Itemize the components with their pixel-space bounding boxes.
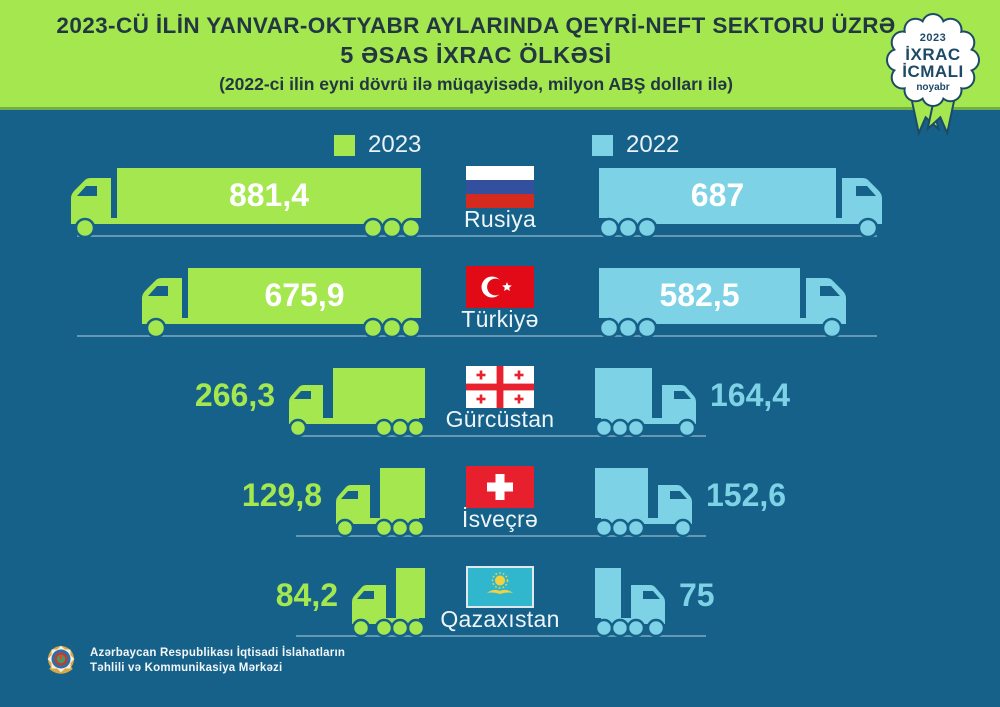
country-label: Türkiyə [461,306,539,332]
footer: Azərbaycan Respublikası İqtisadi İslahat… [42,642,345,680]
legend-label-2022: 2022 [626,131,680,158]
svg-text:675,9: 675,9 [264,277,344,313]
country-label: Gürcüstan [445,406,555,432]
road-line [77,335,877,337]
value-2023: 129,8 [241,477,322,513]
svg-text:881,4: 881,4 [229,177,309,213]
badge-line2: İCMALI [902,62,964,81]
legend-label-2023: 2023 [368,131,422,158]
truck-2022-icon [594,540,669,645]
truck-2023-icon: 675,9 [136,240,425,345]
svg-text:687: 687 [691,177,744,213]
badge-year: 2023 [919,32,947,44]
country-flag-icon-tr [466,266,534,308]
legend-swatch-2023 [334,134,355,156]
truck-2023-icon [332,440,426,545]
export-row-tr: 675,9 582,5 Türkiyə [0,240,1000,340]
road-line [296,635,706,637]
road-line [296,535,706,537]
country-flag-icon-ru [466,166,534,208]
truck-2022-icon [594,340,700,445]
country-flag-icon-ge [466,366,534,408]
badge-month: noyabr [916,82,950,93]
award-badge: 2023 İXRAC İCMALI noyabr [882,6,984,152]
export-row-ge: 266,3 164,4 Gürcüstan [0,340,1000,440]
truck-2022-icon: 687 [595,140,888,245]
value-2023: 84,2 [275,577,338,613]
country-label: Rusiya [463,206,537,232]
legend-swatch-2022 [592,134,613,156]
export-row-ru: 881,4 687 Rusiya [0,140,1000,240]
title-line-1: 2023-CÜ İLİN YANVAR-OKTYABR AYLARINDA QE… [56,13,896,38]
svg-text:582,5: 582,5 [659,277,739,313]
title-line-2: 5 ƏSAS İXRAC ÖLKƏSİ [340,42,612,68]
country-flag-icon-kz [466,566,534,608]
road-line [296,435,706,437]
legend-item-2022: 2022 [592,131,679,159]
value-2022: 75 [679,577,715,613]
header: 2023-CÜ İLİN YANVAR-OKTYABR AYLARINDA QE… [0,0,1000,110]
badge-line1: İXRAC [905,45,961,64]
truck-2023-icon: 881,4 [65,140,425,245]
footer-org-line2: Təhlili və Kommunikasiya Mərkəzi [90,662,283,674]
state-emblem-icon [47,645,75,674]
country-label: Qazaxıstan [440,606,560,632]
value-2022: 152,6 [706,477,787,513]
country-label: İsveçrə [461,506,539,532]
truck-2022-icon: 582,5 [595,240,852,345]
subtitle: (2022-ci ilin eyni dövrü ilə müqayisədə,… [219,74,733,94]
truck-2022-icon [594,440,696,545]
award-seal-icon [886,13,980,137]
export-row-ch: 129,8 152,6 İsveçrə [0,440,1000,540]
export-row-kz: 84,2 75 Qazaxıstan [0,540,1000,640]
value-2023: 266,3 [194,377,275,413]
truck-2023-icon [348,540,426,645]
value-2022: 164,4 [710,377,791,413]
footer-org-line1: Azərbaycan Respublikası İqtisadi İslahat… [90,647,346,659]
legend-item-2023: 2023 [334,131,421,159]
road-line [77,235,877,237]
country-flag-icon-ch [466,466,534,508]
truck-2023-icon [285,340,426,445]
